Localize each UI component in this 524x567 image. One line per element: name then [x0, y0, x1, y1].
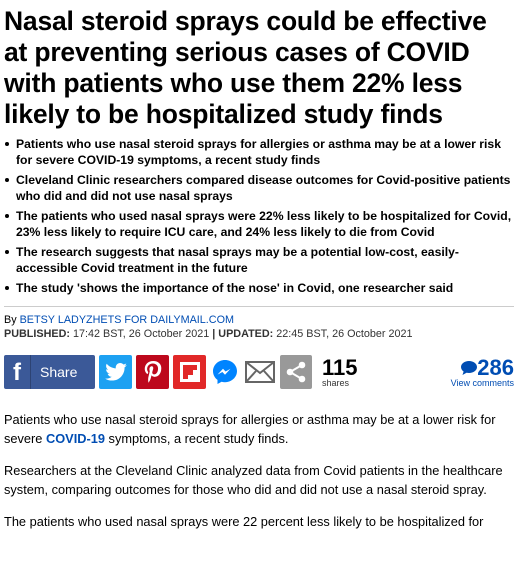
headline: Nasal steroid sprays could be effective … — [4, 6, 487, 129]
byline: By BETSY LADYZHETS FOR DAILYMAIL.COM — [4, 306, 514, 327]
paragraph-text: Patients who use nasal steroid sprays fo… — [4, 412, 496, 446]
date-separator: | — [212, 328, 216, 340]
facebook-share-button[interactable]: f Share — [4, 355, 95, 389]
flipboard-share-button[interactable] — [173, 355, 206, 389]
updated-label: UPDATED: — [218, 328, 274, 340]
pinterest-share-button[interactable] — [136, 355, 169, 389]
email-share-button[interactable] — [244, 355, 276, 389]
share-count-label: shares — [322, 377, 350, 388]
share-bar: f Share — [4, 354, 514, 390]
pinterest-icon — [144, 361, 161, 383]
updated-date: 22:45 BST, 26 October 2021 — [276, 328, 413, 340]
byline-by: By — [4, 314, 17, 326]
author-link[interactable]: BETSY LADYZHETS FOR DAILYMAIL.COM — [19, 314, 234, 326]
article-paragraph: Researchers at the Cleveland Clinic anal… — [4, 463, 503, 497]
comment-count: 286 — [451, 354, 514, 380]
summary-bullets: Patients who use nasal steroid sprays fo… — [4, 136, 514, 296]
flipboard-icon — [179, 362, 200, 382]
paragraph-text: symptoms, a recent study finds. — [105, 431, 289, 446]
article-body: Patients who use nasal steroid sprays fo… — [4, 410, 514, 531]
share-icon — [286, 361, 306, 383]
facebook-share-label: Share — [40, 364, 78, 380]
covid-topic-link[interactable]: COVID-19 — [45, 431, 105, 446]
view-comments-label[interactable]: View comments — [450, 377, 514, 388]
messenger-icon — [213, 360, 237, 384]
published-label: PUBLISHED: — [4, 328, 70, 340]
article-paragraph: The patients who used nasal sprays were … — [4, 514, 484, 529]
published-date: 17:42 BST, 26 October 2021 — [72, 328, 210, 340]
twitter-icon — [104, 363, 127, 381]
bullet-item: Patients who use nasal steroid sprays fo… — [4, 136, 514, 168]
bullet-item: The patients who used nasal sprays were … — [4, 208, 514, 240]
facebook-icon: f — [4, 355, 31, 389]
dates: PUBLISHED: 17:42 BST, 26 October 2021 | … — [4, 327, 514, 341]
article-paragraph: Patients who use nasal steroid sprays fo… — [4, 410, 514, 448]
comment-count-number: 286 — [477, 354, 514, 380]
share-count-number: 115 — [322, 354, 358, 380]
comments-link[interactable]: 286 View comments — [450, 354, 514, 388]
bullet-item: The study 'shows the importance of the n… — [4, 280, 514, 296]
more-share-button[interactable] — [280, 355, 312, 389]
share-count: 115 shares — [322, 354, 358, 388]
email-icon — [245, 361, 275, 383]
messenger-share-button[interactable] — [210, 355, 240, 389]
twitter-share-button[interactable] — [99, 355, 132, 389]
bullet-item: The research suggests that nasal sprays … — [4, 244, 514, 276]
comment-bubble-icon — [461, 360, 478, 375]
bullet-item: Cleveland Clinic researchers compared di… — [4, 172, 514, 204]
